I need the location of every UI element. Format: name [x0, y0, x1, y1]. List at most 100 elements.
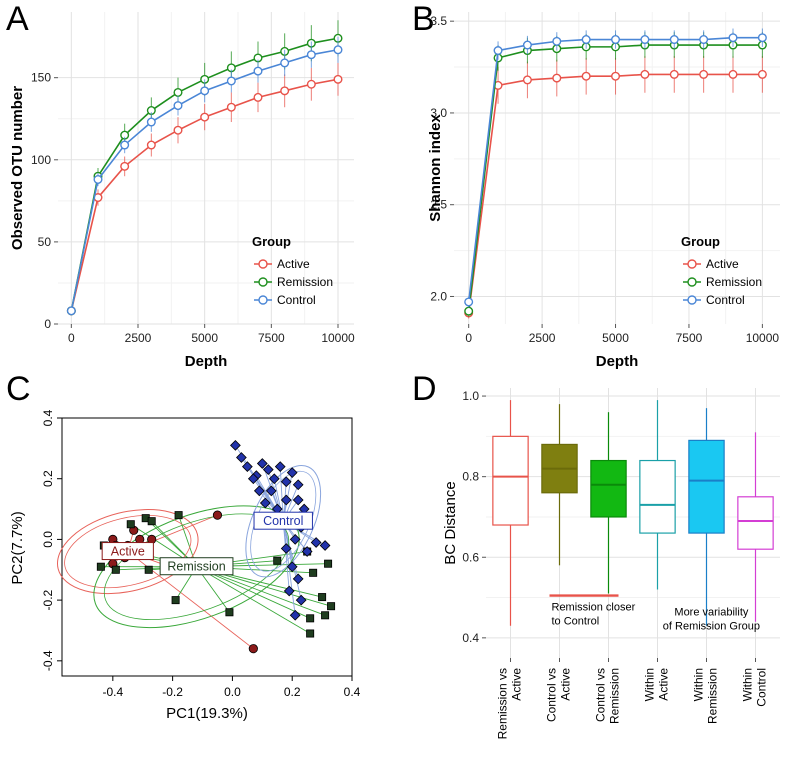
- sample-point-control: [236, 452, 247, 463]
- sample-point-remission: [306, 614, 315, 623]
- sample-point-control: [280, 494, 292, 506]
- category-label-line: Control vs: [594, 668, 608, 722]
- box-body: [639, 459, 676, 534]
- x-tick-label: 10000: [321, 331, 355, 345]
- boxes: [492, 400, 774, 626]
- legend-key-marker: [687, 259, 697, 269]
- annotations: Remission closer to Control More variabili…: [549, 594, 760, 633]
- box-body: [492, 435, 529, 526]
- sample-point-control: [256, 458, 268, 469]
- y-tick-label: 3.5: [430, 14, 447, 28]
- category-label-line: Active: [510, 668, 524, 701]
- category-label: Control vs Remission: [594, 668, 622, 724]
- sample-point-remission: [126, 520, 135, 529]
- legend-key-marker: [258, 277, 268, 287]
- legend-label: Active: [706, 257, 739, 271]
- x-tick-label: 0: [465, 331, 472, 345]
- data-point: [200, 112, 210, 122]
- data-point: [522, 75, 532, 85]
- y-tick-label: 0.4: [462, 631, 479, 645]
- data-point: [728, 33, 738, 43]
- legend-label: Control: [706, 293, 745, 307]
- data-point: [640, 35, 650, 45]
- category-label-line: Within: [643, 668, 657, 701]
- data-point: [581, 71, 591, 81]
- data-point: [669, 35, 679, 45]
- x-tick-label: -0.4: [102, 685, 123, 699]
- confidence-ellipse: [245, 465, 322, 578]
- category-label: Remission vs Active: [496, 668, 524, 740]
- sample-point-control: [283, 585, 295, 597]
- series-marks: [464, 28, 767, 319]
- legend: Group Active Remission Control: [681, 234, 762, 307]
- sample-point-control: [310, 537, 322, 548]
- x-tick-label: 0: [68, 331, 75, 345]
- sample-point-remission: [171, 596, 180, 605]
- sample-point-control: [289, 609, 301, 621]
- legend-key-marker: [258, 259, 268, 269]
- sample-point-control: [259, 497, 271, 509]
- category-label-line: Control vs: [545, 668, 559, 722]
- data-point: [120, 161, 130, 171]
- panel-a-rarefaction-otu: 0 2500 5000 7500 10000 0 50 100 150 Depth Observ…: [9, 12, 355, 370]
- x-tick-label: 5000: [191, 331, 218, 345]
- sample-point-control: [241, 461, 253, 472]
- sample-point-control: [280, 543, 292, 554]
- x-tick-label: 10000: [746, 331, 780, 345]
- category-label-line: Active: [657, 668, 671, 701]
- sample-point-remission: [144, 565, 153, 574]
- box-body: [590, 459, 627, 518]
- category-label-line: Remission: [706, 668, 720, 724]
- y-tick-label: 2.0: [430, 289, 447, 303]
- x-tick-label: 7500: [676, 331, 703, 345]
- sample-point-control: [268, 473, 280, 485]
- group-label-control: Control: [263, 514, 303, 528]
- group-labels: Active Remission Control: [101, 511, 313, 576]
- x-axis-title: Depth: [596, 353, 639, 370]
- data-point: [226, 102, 236, 112]
- panel-d-boxplot: 0.4 0.6 0.8 1.0 Remission closer to Control M…: [442, 388, 780, 739]
- data-point: [728, 69, 738, 79]
- data-point: [173, 125, 183, 135]
- data-point: [120, 140, 130, 150]
- sample-point-remission: [111, 565, 120, 574]
- sample-point-control: [286, 467, 298, 479]
- panel-b-rarefaction-shannon: 0 2500 5000 7500 10000 2.0 2.5 3.0 3.5 Depth Sha…: [427, 12, 780, 370]
- data-point: [552, 73, 562, 83]
- legend-title: Group: [681, 234, 720, 249]
- data-point: [253, 92, 263, 102]
- data-point: [253, 66, 263, 76]
- x-axis-title: Depth: [185, 353, 228, 370]
- x-tick-label: 0.4: [344, 685, 361, 699]
- group-label-remission: Remission: [167, 560, 225, 574]
- annotation-text: Remission closer: [552, 602, 636, 614]
- y-tick-label: 0.6: [462, 550, 479, 564]
- category-labels: Remission vs Active Control vs Active Contro…: [496, 668, 769, 740]
- sample-point-remission: [225, 608, 234, 617]
- sample-point-control: [265, 485, 277, 497]
- legend-label: Active: [277, 257, 310, 271]
- data-point: [464, 297, 474, 307]
- axes: 0.4 0.6 0.8 1.0: [462, 389, 756, 662]
- sample-point-control: [301, 546, 313, 557]
- x-tick-label: 7500: [258, 331, 285, 345]
- data-point: [522, 40, 532, 50]
- data-point: [581, 35, 591, 45]
- panel-label-c: C: [6, 370, 31, 408]
- y-tick-label: 1.0: [462, 389, 479, 403]
- data-point: [146, 117, 156, 127]
- x-tick-label: 2500: [125, 331, 152, 345]
- data-point: [611, 71, 621, 81]
- y-tick-label: -0.4: [41, 650, 55, 671]
- category-label-line: Remission vs: [496, 668, 510, 739]
- sample-point-remission: [96, 562, 105, 571]
- y-axis-title: Shannon index: [427, 114, 444, 222]
- data-point: [66, 306, 76, 316]
- sample-point-remission: [309, 568, 318, 577]
- box-body: [737, 496, 774, 550]
- x-tick-label: 5000: [602, 331, 629, 345]
- legend-key-marker: [258, 295, 268, 305]
- data-point: [173, 101, 183, 111]
- sample-point-control: [253, 485, 265, 497]
- axes: 0 2500 5000 7500 10000 2.0 2.5 3.0 3.5: [430, 14, 779, 345]
